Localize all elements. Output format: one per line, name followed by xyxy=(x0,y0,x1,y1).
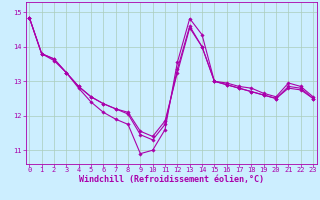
X-axis label: Windchill (Refroidissement éolien,°C): Windchill (Refroidissement éolien,°C) xyxy=(79,175,264,184)
